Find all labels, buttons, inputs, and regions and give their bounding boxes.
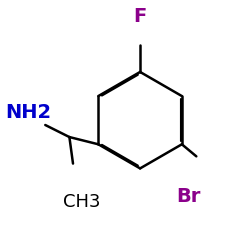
Text: NH2: NH2 bbox=[5, 104, 51, 122]
Text: CH3: CH3 bbox=[64, 193, 101, 211]
Text: Br: Br bbox=[176, 187, 201, 206]
Text: F: F bbox=[134, 7, 147, 26]
